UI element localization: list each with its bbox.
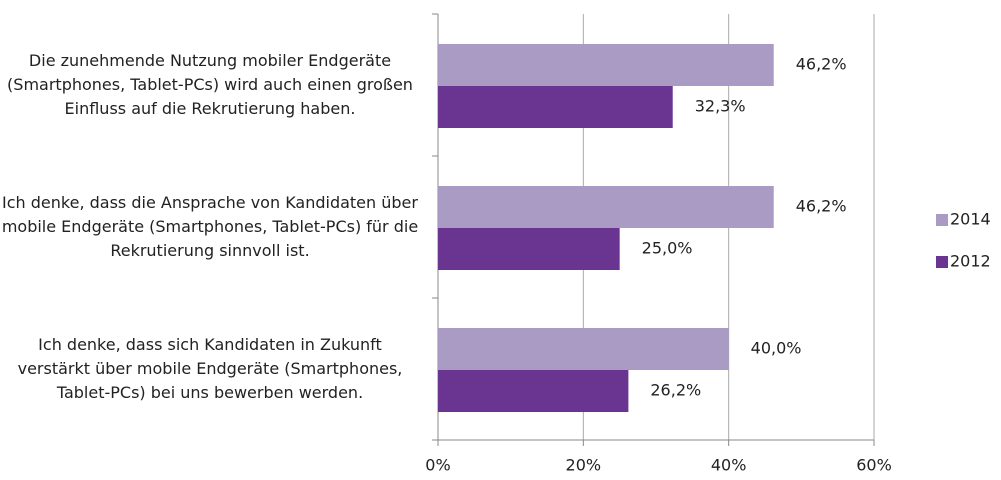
legend-label: 2014 xyxy=(950,210,991,229)
legend-swatch xyxy=(936,256,948,268)
y-tick-label: Ich denke, dass die Ansprache von Kandid… xyxy=(1,193,419,260)
value-label: 46,2% xyxy=(796,55,847,74)
value-label: 32,3% xyxy=(695,97,746,116)
bar xyxy=(438,186,774,228)
bar xyxy=(438,44,774,86)
value-label: 40,0% xyxy=(751,339,802,358)
x-tick-label: 60% xyxy=(856,456,892,475)
y-tick-label: Die zunehmende Nutzung mobiler Endgeräte… xyxy=(7,51,413,118)
value-label: 25,0% xyxy=(642,239,693,258)
y-tick-label: Ich denke, dass sich Kandidaten in Zukun… xyxy=(17,335,403,402)
x-tick-label: 40% xyxy=(711,456,747,475)
x-tick-label: 20% xyxy=(566,456,602,475)
bar xyxy=(438,370,629,412)
legend-label: 2012 xyxy=(950,252,991,271)
x-tick-label: 0% xyxy=(425,456,450,475)
value-label: 26,2% xyxy=(650,381,701,400)
bar xyxy=(438,228,620,270)
value-label: 46,2% xyxy=(796,197,847,216)
bar xyxy=(438,86,673,128)
legend-swatch xyxy=(936,214,948,226)
bar xyxy=(438,328,729,370)
